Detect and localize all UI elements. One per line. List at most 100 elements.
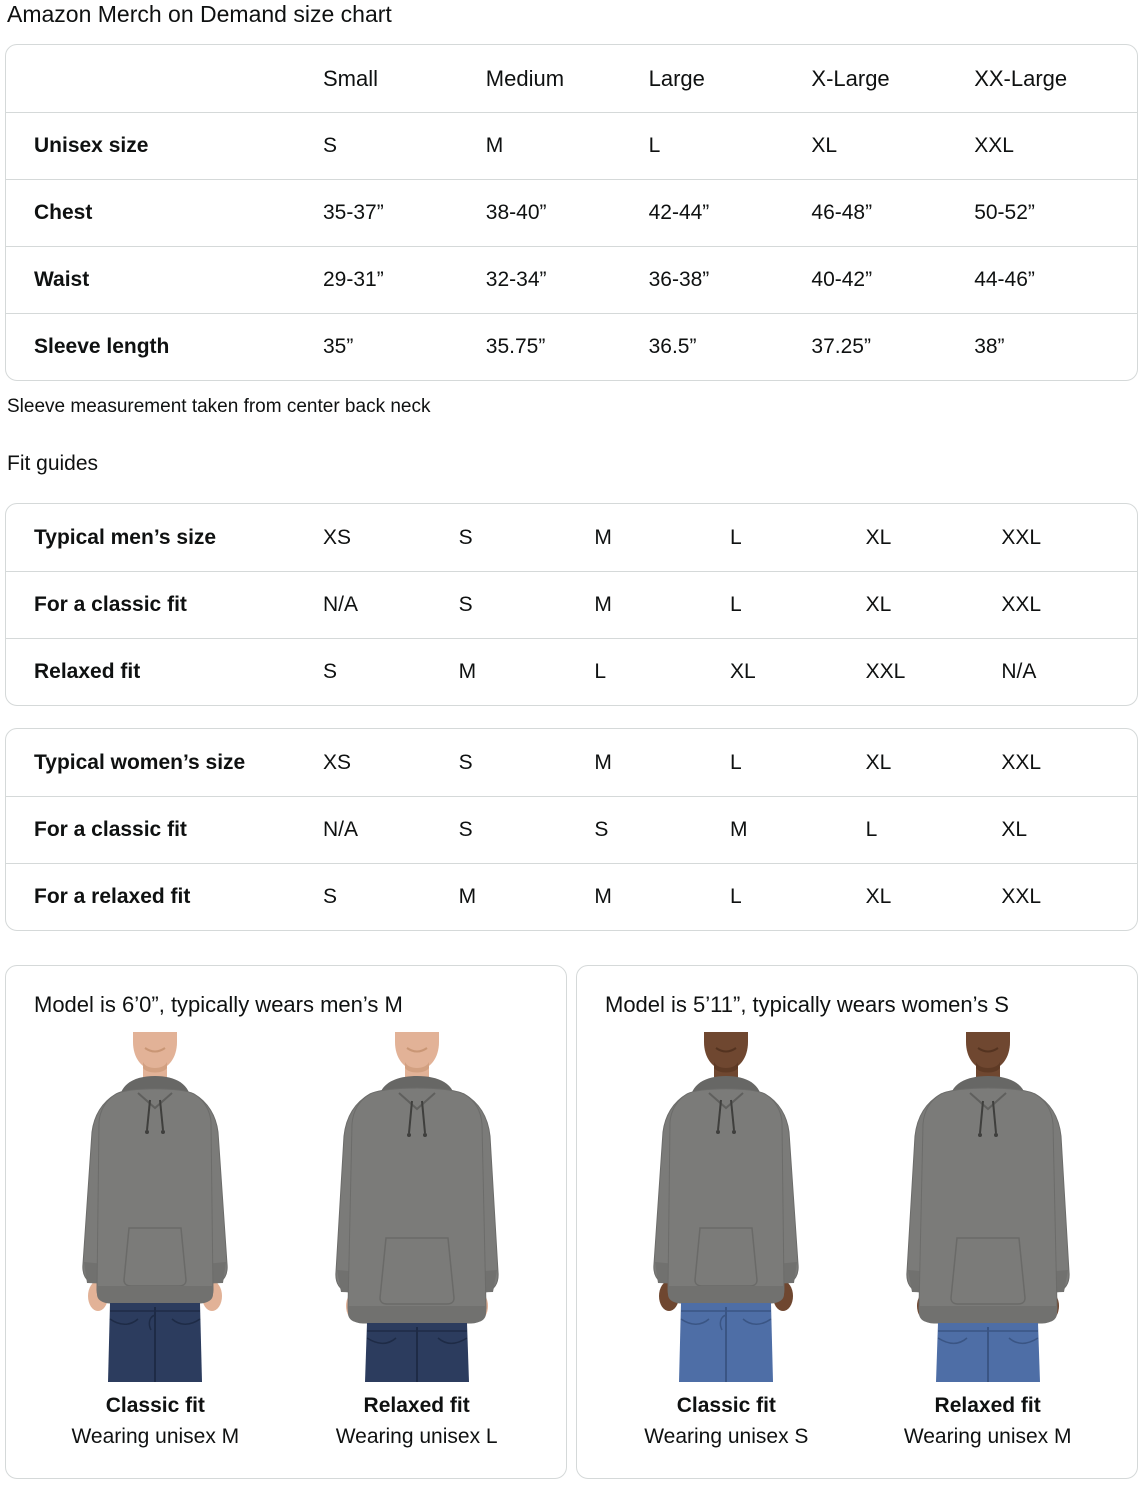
wearing-label: Wearing unisex M: [903, 1425, 1072, 1448]
fit-value: S: [458, 525, 473, 549]
size-value: 42-44”: [648, 201, 710, 224]
model-figures: Classic fit Wearing unisex S Relaxed fit…: [587, 1032, 1127, 1449]
size-value: 35”: [323, 335, 354, 358]
row-label: Waist: [34, 268, 90, 291]
model-figure-classic: Classic fit Wearing unisex S: [604, 1032, 848, 1449]
model-card-title: Model is 5’11”, typically wears women’s …: [605, 992, 1009, 1017]
fit-value: XS: [323, 750, 352, 774]
column-header-small: Small: [323, 65, 379, 91]
fit-value: XXL: [1001, 525, 1042, 549]
fit-value: S: [458, 750, 473, 774]
female-model-relaxed-fit-image: [883, 1032, 1093, 1382]
fit-value: M: [458, 660, 477, 683]
column-header-large: Large: [648, 65, 705, 91]
row-label: For a classic fit: [34, 818, 187, 841]
row-label: Relaxed fit: [34, 660, 141, 683]
fit-row-classic-fit: For a classic fit N/A S M L XL XXL: [6, 571, 1137, 638]
fit-type-label: Relaxed fit: [363, 1394, 470, 1417]
size-value: 29-31”: [323, 268, 384, 291]
table-row-unisex-size: Unisex size S M L XL XXL: [6, 112, 1137, 179]
sleeve-note: Sleeve measurement taken from center bac…: [7, 396, 431, 417]
page-title: Amazon Merch on Demand size chart: [7, 1, 392, 27]
model-card-women: Model is 5’11”, typically wears women’s …: [576, 965, 1138, 1479]
size-value: M: [485, 134, 504, 157]
female-model-classic-fit-image: [621, 1032, 831, 1382]
model-figure-relaxed: Relaxed fit Wearing unisex M: [866, 1032, 1110, 1449]
model-figure-relaxed: Relaxed fit Wearing unisex L: [295, 1032, 539, 1449]
fit-value: XL: [865, 750, 892, 774]
fit-value: L: [594, 660, 607, 683]
model-card-men: Model is 6’0”, typically wears men’s M C…: [5, 965, 567, 1479]
fit-row-typical-womens-size: Typical women’s size XS S M L XL XXL: [6, 729, 1137, 796]
fit-value: S: [458, 593, 473, 616]
fit-type-label: Relaxed fit: [934, 1394, 1041, 1417]
fit-value: N/A: [1001, 660, 1037, 683]
table-header-row: Small Medium Large X-Large XX-Large: [6, 45, 1137, 112]
fit-value: XXL: [865, 660, 906, 683]
wearing-label: Wearing unisex L: [335, 1425, 498, 1448]
fit-value: M: [458, 885, 477, 908]
fit-guide-men-table: Typical men’s size XS S M L XL XXL For a…: [5, 503, 1138, 706]
wearing-label: Wearing unisex S: [644, 1425, 809, 1448]
size-value: 36.5”: [648, 335, 697, 358]
row-label: Typical men’s size: [34, 525, 217, 549]
row-label: Typical women’s size: [34, 750, 246, 774]
fit-row-relaxed-fit: For a relaxed fit S M M L XL XXL: [6, 863, 1137, 930]
size-value: 44-46”: [974, 268, 1035, 291]
fit-guides-heading: Fit guides: [7, 452, 99, 475]
male-model-classic-fit-image: [50, 1032, 260, 1382]
size-chart-table: Small Medium Large X-Large XX-Large Unis…: [5, 44, 1138, 381]
fit-value: XXL: [1001, 750, 1042, 774]
column-header-medium: Medium: [485, 65, 565, 91]
size-value: S: [323, 134, 338, 157]
table-row-waist: Waist 29-31” 32-34” 36-38” 40-42” 44-46”: [6, 246, 1137, 313]
male-model-relaxed-fit-image: [312, 1032, 522, 1382]
table-row-sleeve-length: Sleeve length 35” 35.75” 36.5” 37.25” 38…: [6, 313, 1137, 380]
fit-value: L: [730, 593, 742, 616]
fit-value: M: [594, 885, 612, 908]
fit-value: S: [323, 660, 338, 683]
size-value: 37.25”: [811, 335, 871, 358]
fit-row-typical-mens-size: Typical men’s size XS S M L XL XXL: [6, 504, 1137, 571]
column-header-xlarge: X-Large: [811, 65, 890, 91]
fit-value: S: [323, 885, 338, 908]
column-header-xxlarge: XX-Large: [974, 65, 1068, 91]
fit-value: XL: [865, 525, 892, 549]
fit-value: XS: [323, 525, 352, 549]
fit-value: M: [594, 750, 612, 774]
fit-type-label: Classic fit: [105, 1394, 205, 1417]
model-figure-classic: Classic fit Wearing unisex M: [33, 1032, 277, 1449]
fit-row-classic-fit: For a classic fit N/A S S M L XL: [6, 796, 1137, 863]
fit-value: S: [594, 818, 609, 841]
model-cards: Model is 6’0”, typically wears men’s M C…: [5, 965, 1138, 1479]
fit-value: M: [594, 525, 612, 549]
size-value: 40-42”: [811, 268, 873, 291]
size-value: 46-48”: [811, 201, 873, 224]
fit-value: M: [730, 818, 748, 841]
row-label: Chest: [34, 201, 93, 224]
size-value: XXL: [974, 134, 1014, 157]
fit-value: L: [730, 885, 742, 908]
size-value: L: [648, 134, 661, 157]
size-value: XL: [811, 134, 838, 157]
fit-value: M: [594, 593, 612, 616]
row-label: Unisex size: [34, 134, 149, 157]
fit-value: N/A: [323, 593, 359, 616]
fit-value: XL: [730, 660, 756, 683]
fit-value: S: [458, 818, 473, 841]
model-figures: Classic fit Wearing unisex M Relaxed fit…: [16, 1032, 556, 1449]
fit-value: XL: [865, 593, 892, 616]
row-label: Sleeve length: [34, 335, 170, 358]
model-card-title: Model is 6’0”, typically wears men’s M: [34, 992, 403, 1017]
size-value: 35.75”: [485, 335, 546, 358]
size-value: 36-38”: [648, 268, 710, 291]
size-value: 38”: [974, 335, 1005, 358]
fit-value: N/A: [323, 818, 359, 841]
fit-value: L: [730, 525, 742, 549]
fit-value: XL: [865, 885, 892, 908]
fit-value: XXL: [1001, 593, 1042, 616]
row-label: For a relaxed fit: [34, 885, 191, 908]
fit-value: L: [730, 750, 742, 774]
fit-value: L: [865, 818, 878, 841]
